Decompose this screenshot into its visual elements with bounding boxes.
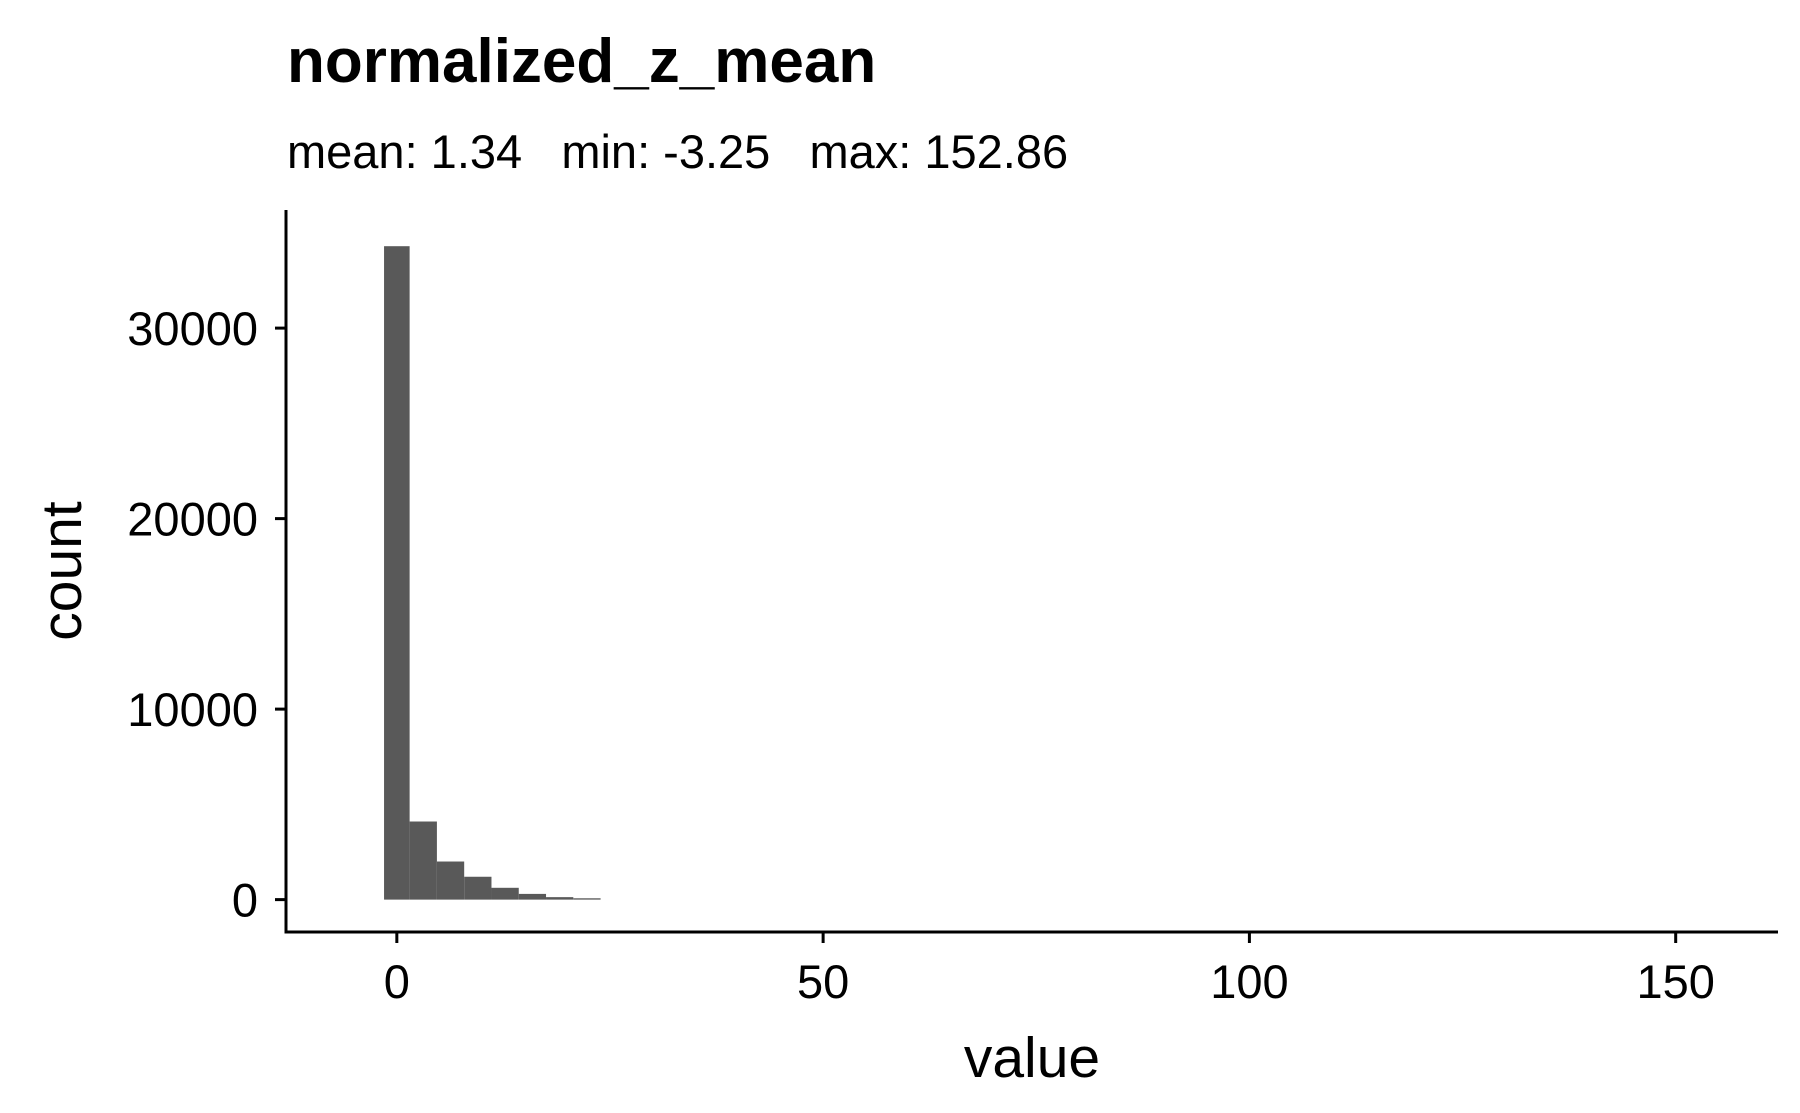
x-axis-label: value bbox=[964, 1026, 1100, 1090]
y-tick-label: 0 bbox=[232, 874, 258, 927]
chart-title: normalized_z_mean bbox=[287, 27, 876, 96]
x-tick-label: 150 bbox=[1636, 955, 1714, 1008]
histogram-bar-3 bbox=[464, 876, 492, 900]
y-axis-label: count bbox=[30, 501, 94, 641]
histogram-bar-1 bbox=[409, 821, 437, 900]
x-tick-label: 50 bbox=[797, 955, 849, 1008]
y-tick-label: 10000 bbox=[127, 683, 258, 736]
x-axis-ticks: 0 50 100 150 bbox=[384, 932, 1715, 1008]
x-tick-label: 100 bbox=[1210, 955, 1288, 1008]
y-tick-label: 20000 bbox=[127, 493, 258, 546]
histogram-bar-4 bbox=[491, 887, 519, 900]
histogram-bar-0 bbox=[384, 246, 410, 900]
chart-subtitle: mean: 1.34 min: -3.25 max: 152.86 bbox=[287, 125, 1068, 178]
y-axis-ticks: 0 10000 20000 30000 bbox=[127, 302, 286, 927]
histogram-bar-2 bbox=[436, 861, 465, 900]
histogram-bar-6 bbox=[546, 897, 574, 900]
histogram-bar-7 bbox=[573, 898, 601, 900]
histogram-bars bbox=[384, 246, 601, 900]
x-tick-label: 0 bbox=[384, 955, 410, 1008]
histogram-bar-5 bbox=[518, 893, 547, 900]
y-tick-label: 30000 bbox=[127, 302, 258, 355]
